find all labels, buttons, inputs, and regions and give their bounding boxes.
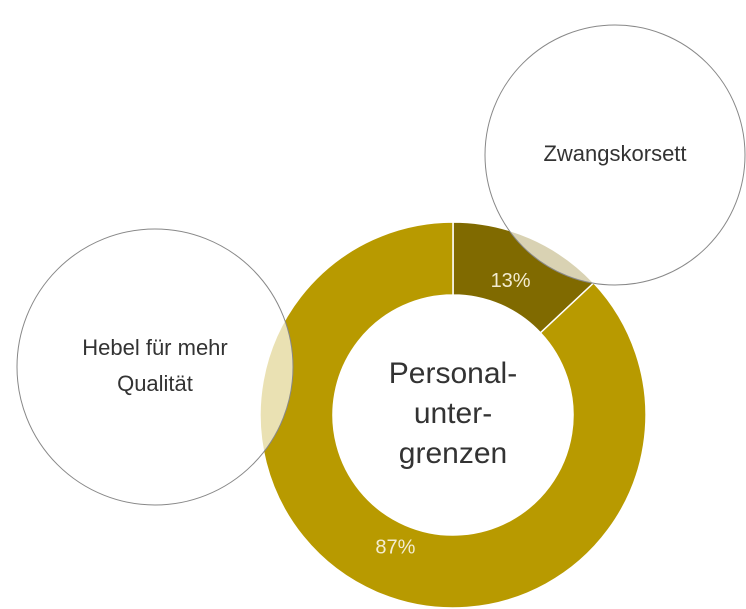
- annotation-label: Zwangskorsett: [543, 141, 686, 166]
- annotation-label: Hebel für mehr: [82, 335, 228, 360]
- center-label: unter-: [414, 397, 492, 430]
- slice-label: 87%: [375, 536, 415, 558]
- annotation-label: Qualität: [117, 371, 193, 396]
- annotation-circle: [484, 24, 746, 286]
- slice-label: 13%: [491, 270, 531, 292]
- annotation-circle: [16, 228, 294, 506]
- center-label: Personal-: [389, 357, 517, 390]
- donut-slice: [259, 221, 647, 609]
- center-label: grenzen: [399, 437, 507, 470]
